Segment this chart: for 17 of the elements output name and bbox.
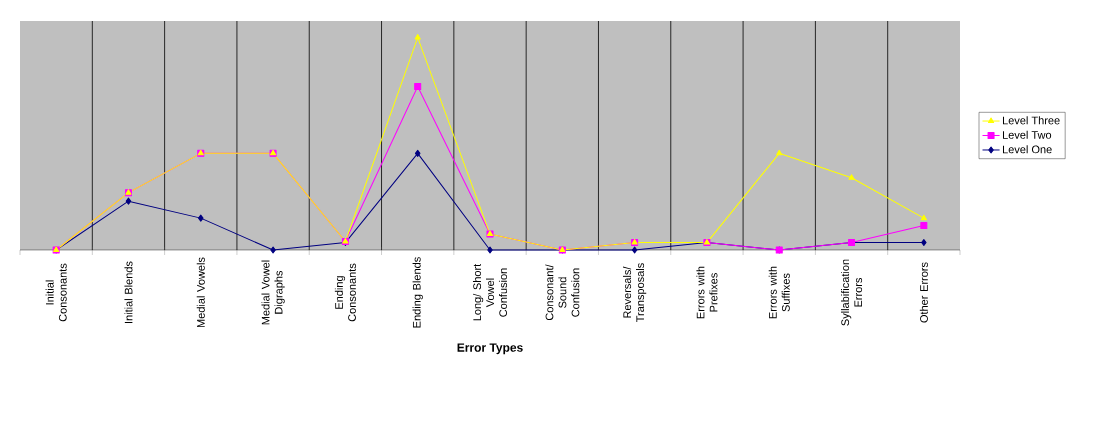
x-tick-label: Syllabification Errors — [841, 259, 863, 326]
x-tick-label: Medial Vowels — [196, 257, 205, 328]
x-tick-label: Initial Consonants — [45, 263, 67, 322]
x-tick-label: Initial Blends — [124, 261, 133, 324]
legend-label: Level Two — [1003, 130, 1052, 139]
x-tick-label: Errors with Suffixes — [768, 266, 790, 319]
x-tick-label: Ending Consonants — [334, 263, 356, 322]
legend-label: Level Three — [1003, 116, 1060, 125]
x-tick-label: Long/ Short Vowel Confusion — [472, 263, 508, 321]
x-tick-label: Reversals/ Transposals — [623, 263, 647, 323]
x-tick-label: Other Errors — [919, 262, 928, 323]
x-tick-label: Ending Blends — [412, 257, 423, 328]
legend-label: Level One — [1003, 145, 1052, 154]
x-tick-label: Medial Vowel Digraphs — [261, 260, 285, 325]
x-tick-label: Errors with Prefixes — [696, 266, 718, 319]
x-tick-label: Consonant/ Sound Confusion — [545, 264, 580, 321]
x-axis-title: Error Types — [457, 343, 523, 355]
